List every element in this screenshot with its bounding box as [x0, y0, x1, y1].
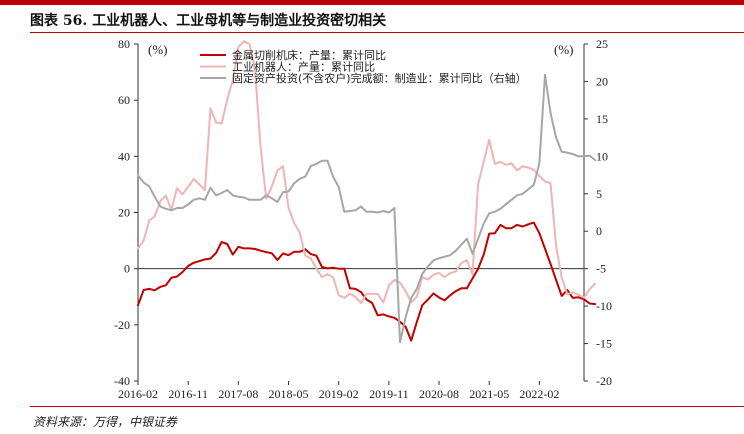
series-layer	[137, 40, 597, 344]
x-tick-label: 2017-08	[218, 387, 258, 401]
figure-title: 图表 56. 工业机器人、工业母机等与制造业投资密切相关	[30, 13, 387, 29]
x-tick-label: 2022-02	[519, 387, 559, 401]
legend-label-1: 金属切削机床：产量：累计同比	[232, 48, 386, 62]
chart-axes: 80 60 40 20 0 -20 -40 25 20 15 10 5 0 -5 -10 -15 -20 2016…	[114, 37, 612, 401]
left-tick-label: 0	[124, 262, 130, 276]
right-tick-label: -15	[596, 337, 612, 351]
left-tick-label: -40	[114, 374, 130, 388]
chart-legend: 金属切削机床：产量：累计同比工业机器人：产量：累计同比固定资产投资(不含农户)完…	[200, 48, 527, 85]
left-tick-label: 40	[118, 149, 130, 163]
left-tick-label: 60	[118, 93, 130, 107]
footer-divider	[30, 406, 744, 407]
top-accent-bar	[0, 0, 744, 5]
right-tick-label: -10	[596, 299, 612, 313]
right-axis-unit: (%)	[554, 42, 574, 57]
left-tick-label: 20	[118, 206, 130, 220]
series-line-2	[137, 40, 597, 305]
right-tick-label: -5	[596, 262, 606, 276]
right-tick-label: 20	[596, 74, 608, 88]
series-line-1	[137, 221, 597, 342]
right-tick-label: 25	[596, 37, 608, 51]
title-divider	[30, 32, 744, 33]
x-tick-label: 2021-05	[469, 387, 509, 401]
right-tick-label: -20	[596, 374, 612, 388]
x-tick-label: 2018-05	[269, 387, 309, 401]
x-tick-label: 2019-02	[319, 387, 359, 401]
right-tick-label: 5	[596, 187, 602, 201]
left-tick-label: 80	[118, 37, 130, 51]
right-tick-label: 0	[596, 224, 602, 238]
x-tick-label: 2016-02	[118, 387, 158, 401]
right-tick-label: 10	[596, 149, 608, 163]
x-tick-label: 2020-08	[419, 387, 459, 401]
left-tick-label: -20	[114, 318, 130, 332]
legend-label-3: 固定资产投资(不含农户)完成额：制造业：累计同比（右轴）	[232, 71, 527, 85]
x-tick-label: 2016-11	[168, 387, 208, 401]
series-line-3	[137, 73, 597, 344]
x-tick-label: 2019-11	[369, 387, 409, 401]
legend-label-2: 工业机器人：产量：累计同比	[232, 60, 375, 74]
left-axis-unit: (%)	[148, 42, 168, 57]
right-tick-label: 15	[596, 112, 608, 126]
source-note: 资料来源：万得，中银证券	[33, 415, 178, 429]
